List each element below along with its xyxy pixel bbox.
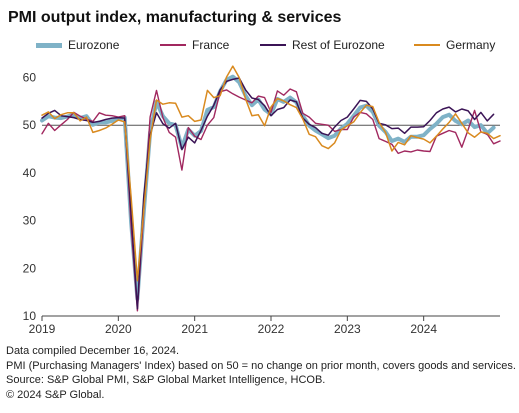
x-tick-label: 2019 [29, 322, 56, 336]
y-tick-label: 10 [23, 309, 37, 323]
note-pmi-definition: PMI (Purchasing Managers' Index) based o… [6, 359, 516, 372]
note-copyright: © 2024 S&P Global. [6, 388, 105, 401]
x-tick-label: 2022 [258, 322, 285, 336]
legend-item-eurozone: Eurozone [36, 38, 119, 52]
chart-legend: Eurozone France Rest of Eurozone Germany [36, 38, 512, 54]
y-tick-label: 20 [23, 261, 37, 275]
legend-swatch-eurozone [36, 42, 62, 48]
chart-notes: Data compiled December 16, 2024. PMI (Pu… [6, 344, 516, 402]
legend-label-eurozone: Eurozone [68, 38, 120, 52]
y-tick-label: 50 [23, 118, 37, 132]
note-data-compiled: Data compiled December 16, 2024. [6, 345, 180, 357]
x-tick-label: 2020 [105, 322, 132, 336]
chart-title: PMI output index, manufacturing & servic… [8, 9, 342, 26]
y-tick-label: 60 [23, 71, 37, 85]
series-line-rest-of-eurozone [41, 77, 495, 310]
y-tick-label: 40 [23, 166, 37, 180]
x-tick-label: 2023 [334, 322, 361, 336]
legend-label-rest-of-eurozone: Rest of Eurozone [292, 38, 385, 52]
legend-label-france: France [192, 38, 230, 52]
y-tick-label: 30 [23, 214, 37, 228]
x-tick-label: 2021 [181, 322, 208, 336]
legend-swatch-france [160, 44, 186, 46]
x-tick-label: 2024 [410, 322, 437, 336]
series-line-germany [41, 65, 501, 282]
legend-label-germany: Germany [446, 38, 496, 52]
legend-item-germany: Germany [414, 38, 495, 52]
legend-item-rest-of-eurozone: Rest of Eurozone [260, 38, 385, 52]
note-source: Source: S&P Global PMI, S&P Global Marke… [6, 374, 326, 386]
legend-item-france: France [160, 38, 229, 52]
legend-swatch-rest-of-eurozone [260, 44, 286, 46]
legend-swatch-germany [414, 44, 440, 46]
